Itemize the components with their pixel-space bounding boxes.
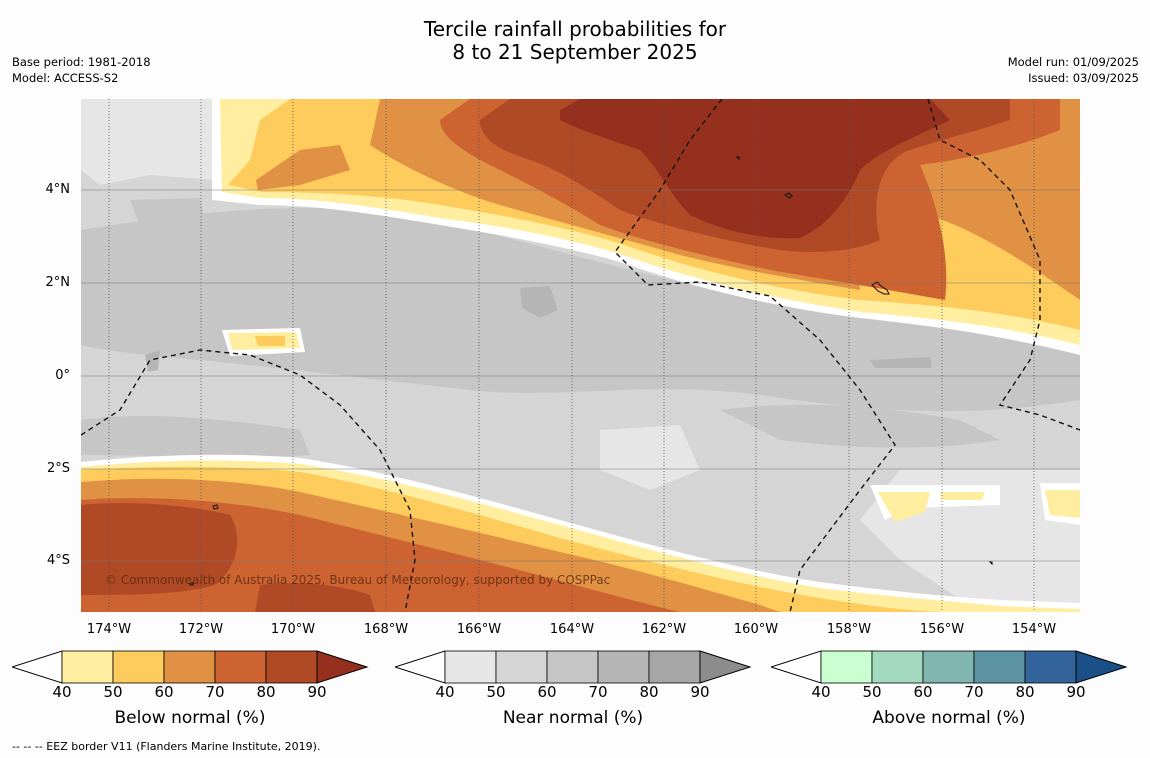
colorbar-tick: 70	[964, 683, 984, 701]
below-normal-80-region	[255, 583, 375, 612]
colorbar-tick: 60	[913, 683, 933, 701]
lat-label-0: 0°	[55, 368, 70, 383]
model-run-text: Model run: 01/09/2025	[1007, 55, 1139, 69]
colorbar-tick: 40	[435, 683, 455, 701]
colorbar-tick: 90	[1066, 683, 1086, 701]
near-normal-70-region	[870, 357, 932, 368]
colorbar-tick: 80	[1015, 683, 1035, 701]
colorbar-tick: 40	[52, 683, 72, 701]
lat-label-2n: 2°N	[45, 275, 71, 290]
meta-right: Model run: 01/09/2025 Issued: 03/09/2025	[1008, 54, 1139, 86]
model-text: Model: ACCESS-S2	[12, 71, 119, 85]
lon-label-154w: 154°W	[1011, 622, 1057, 637]
meta-left: Base period: 1981-2018 Model: ACCESS-S2	[12, 54, 151, 86]
lon-label-160w: 160°W	[733, 622, 779, 637]
map-gridlines	[81, 99, 1080, 612]
colorbar-below-normal: 40 50 60 70 80 90 Below normal (%)	[12, 650, 372, 740]
eez-footnote: -- -- -- EEZ border V11 (Flanders Marine…	[12, 740, 321, 753]
near-normal-70-region	[520, 286, 558, 318]
colorbar-below-swatches	[12, 650, 369, 684]
colorbar-tick: 40	[811, 683, 831, 701]
colorbar-tick: 90	[690, 683, 710, 701]
below-normal-80-region	[81, 503, 238, 595]
colorbar-above-swatches	[771, 650, 1128, 684]
lon-label-162w: 162°W	[641, 622, 687, 637]
colorbar-above-normal: 40 50 60 70 80 90 Above normal (%)	[771, 650, 1131, 740]
lon-label-158w: 158°W	[826, 622, 872, 637]
colorbar-near-swatches	[395, 650, 752, 684]
colorbar-title-above: Above normal (%)	[872, 708, 1026, 728]
colorbar-tick: 60	[537, 683, 557, 701]
rainfall-map: © Commonwealth of Australia 2025, Bureau…	[81, 99, 1080, 612]
title-line-2: 8 to 21 September 2025	[452, 40, 698, 64]
near-normal-60-region	[720, 404, 1000, 448]
title-line-1: Tercile rainfall probabilities for	[423, 17, 727, 41]
colorbar-tick: 50	[103, 683, 123, 701]
near-normal-40-region	[81, 99, 235, 185]
lon-label-168w: 168°W	[363, 622, 409, 637]
lat-label-2s: 2°S	[46, 461, 70, 476]
below-normal-60-region	[256, 145, 350, 190]
colorbar-tick: 70	[205, 683, 225, 701]
colorbar-tick: 90	[307, 683, 327, 701]
near-normal-60-region	[81, 207, 1080, 412]
lat-label-4s: 4°S	[46, 553, 70, 568]
lat-label-4n: 4°N	[45, 182, 71, 197]
near-normal-60-region	[81, 415, 310, 458]
colorbar-tick: 50	[862, 683, 882, 701]
below-normal-90-region	[560, 99, 950, 239]
near-normal-60-region	[130, 198, 205, 225]
base-period-text: Base period: 1981-2018	[12, 55, 151, 69]
lon-label-172w: 172°W	[178, 622, 224, 637]
eez-borders	[81, 99, 1080, 612]
colorbar-tick: 50	[486, 683, 506, 701]
issued-text: Issued: 03/09/2025	[1028, 71, 1139, 85]
colorbar-tick: 80	[639, 683, 659, 701]
copyright-text: © Commonwealth of Australia 2025, Bureau…	[105, 573, 610, 587]
colorbar-title-near: Near normal (%)	[502, 708, 644, 728]
colorbar-tick: 80	[256, 683, 276, 701]
lon-label-166w: 166°W	[456, 622, 502, 637]
near-normal-70-region	[145, 350, 160, 372]
colorbar-near-normal: 40 50 60 70 80 90 Near normal (%)	[395, 650, 755, 740]
colorbar-tick: 70	[588, 683, 608, 701]
below-normal-40-region	[878, 492, 930, 522]
lon-label-170w: 170°W	[270, 622, 316, 637]
below-normal-40-region	[1045, 490, 1080, 518]
below-normal-50-region	[255, 336, 285, 346]
islands	[189, 156, 993, 586]
colorbar-tick: 60	[154, 683, 174, 701]
lon-label-156w: 156°W	[919, 622, 965, 637]
near-normal-40-region	[600, 425, 700, 490]
chart-title: Tercile rainfall probabilities for 8 to …	[0, 18, 1150, 64]
below-normal-40-region	[940, 492, 985, 500]
colorbar-title-below: Below normal (%)	[114, 708, 266, 728]
lon-label-174w: 174°W	[86, 622, 132, 637]
lon-label-164w: 164°W	[549, 622, 595, 637]
